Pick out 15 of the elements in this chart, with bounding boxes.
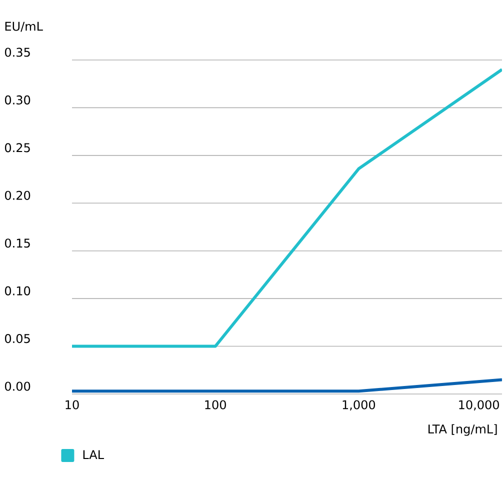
x-tick-label: 100 — [205, 400, 226, 410]
legend-label: LAL — [83, 450, 104, 459]
y-tick-label: 0.05 — [4, 334, 30, 344]
x-tick-label: 10 — [66, 400, 79, 410]
y-tick-label: 0.35 — [4, 48, 30, 57]
y-tick-label: 0.15 — [4, 238, 30, 248]
y-tick-label: 0.30 — [4, 95, 30, 105]
y-tick-label: 0.00 — [4, 382, 30, 391]
y-axis-title: EU/mL — [5, 22, 43, 32]
y-tick-label: 0.10 — [4, 286, 30, 296]
x-tick-label: 1,000 — [342, 400, 376, 410]
y-tick-label: 0.25 — [4, 143, 30, 152]
x-tick-label: 10,000 — [459, 400, 499, 410]
x-axis-title: LTA [ng/mL] — [428, 424, 497, 436]
y-tick-label: 0.20 — [4, 190, 30, 200]
